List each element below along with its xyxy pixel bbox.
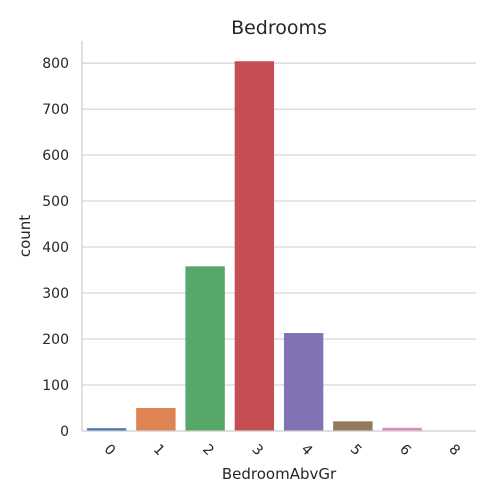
x-tick-label: 5: [347, 441, 365, 459]
bar-2: [185, 266, 225, 431]
x-tick-label: 6: [396, 441, 414, 459]
x-tick-label: 3: [248, 441, 266, 459]
y-tick-label: 800: [42, 56, 69, 72]
y-tick-label: 100: [42, 378, 69, 394]
y-tick-label: 300: [42, 286, 69, 302]
y-tick-label: 500: [42, 194, 69, 210]
x-tick-label: 8: [445, 441, 463, 459]
y-tick-labels: 0 100 200 300 400 500 600 700 800: [42, 56, 69, 440]
bar-1: [136, 408, 176, 431]
y-tick-label: 0: [60, 424, 69, 440]
bar-5: [333, 421, 373, 431]
bar-3: [234, 61, 275, 432]
y-gridlines: [82, 62, 476, 432]
x-axis-label: BedroomAbvGr: [222, 465, 337, 483]
x-tick-label: 1: [150, 441, 168, 459]
bar-6: [382, 427, 422, 431]
x-tick-label: 4: [298, 441, 316, 459]
x-tick-labels: 0 1 2 3 4 5 6 8: [101, 441, 463, 459]
y-tick-label: 600: [42, 148, 69, 164]
y-tick-label: 200: [42, 332, 69, 348]
bar-0: [86, 428, 127, 431]
y-axis-label: count: [16, 215, 34, 257]
y-tick-label: 700: [42, 102, 69, 118]
y-tick-label: 400: [42, 240, 69, 256]
x-tick-label: 2: [199, 441, 217, 459]
chart-title: Bedrooms: [231, 17, 327, 39]
x-tick-label: 0: [101, 441, 119, 459]
bars: [86, 61, 472, 432]
bar-4: [283, 333, 324, 431]
